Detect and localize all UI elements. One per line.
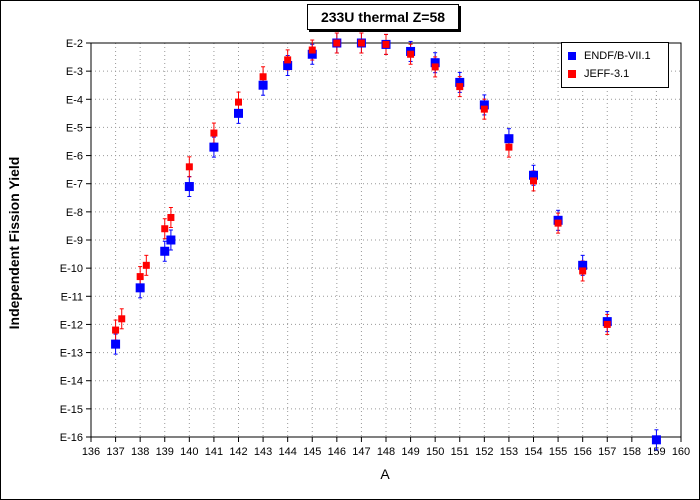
data-point-jeff bbox=[284, 56, 292, 64]
x-tick-label: 138 bbox=[131, 446, 149, 458]
data-point-jeff bbox=[235, 98, 242, 106]
tick-layer: 136 137 138 139 140 141 142 143 144 145 146 147 148 1… bbox=[60, 38, 690, 458]
data-point-endf bbox=[135, 283, 145, 293]
data-point-jeff bbox=[554, 219, 562, 227]
y-tick-label: E-15 bbox=[60, 404, 83, 416]
data-point-endf bbox=[504, 134, 514, 144]
y-tick-label: E-11 bbox=[61, 291, 83, 303]
x-tick-label: 154 bbox=[524, 446, 542, 458]
data-point-jeff bbox=[185, 163, 193, 171]
x-tick-label: 159 bbox=[647, 446, 665, 458]
x-tick-label: 156 bbox=[573, 446, 591, 458]
x-tick-label: 147 bbox=[352, 446, 370, 458]
data-point-endf bbox=[479, 100, 489, 110]
data-point-jeff bbox=[308, 46, 316, 54]
x-tick-label: 152 bbox=[475, 446, 493, 458]
y-tick-label: E-16 bbox=[60, 432, 83, 444]
y-tick-label: E-4 bbox=[66, 94, 83, 106]
data-point-endf bbox=[184, 182, 194, 192]
legend-entry-endf: ENDF/B-VII.1 bbox=[568, 49, 651, 63]
y-tick-label: E-13 bbox=[60, 348, 83, 360]
data-point-endf bbox=[455, 77, 465, 87]
x-tick-label: 136 bbox=[82, 446, 100, 458]
x-tick-label: 150 bbox=[426, 446, 444, 458]
x-tick-label: 158 bbox=[623, 446, 641, 458]
x-tick-label: 141 bbox=[205, 446, 223, 458]
y-tick-label: E-5 bbox=[66, 122, 83, 134]
data-point-jeff bbox=[431, 63, 439, 71]
data-point-jeff bbox=[161, 225, 169, 233]
data-point-jeff bbox=[118, 315, 126, 323]
x-tick-label: 153 bbox=[500, 446, 518, 458]
data-point-endf bbox=[283, 61, 293, 71]
x-tick-label: 146 bbox=[328, 446, 346, 458]
x-tick-label: 160 bbox=[672, 446, 690, 458]
data-point-jeff bbox=[259, 73, 267, 81]
data-point-jeff bbox=[456, 83, 464, 91]
y-tick-label: E-2 bbox=[66, 38, 83, 50]
x-tick-label: 155 bbox=[549, 446, 567, 458]
grid-layer bbox=[91, 43, 681, 438]
x-tick-label: 148 bbox=[377, 446, 395, 458]
legend-marker-endf bbox=[568, 52, 576, 61]
data-point-jeff bbox=[167, 213, 175, 221]
data-point-jeff bbox=[407, 50, 415, 58]
y-tick-label: E-3 bbox=[66, 66, 83, 78]
data-point-jeff bbox=[530, 177, 537, 185]
chart-title: 233U thermal Z=58 bbox=[307, 4, 459, 30]
x-tick-label: 144 bbox=[278, 446, 296, 458]
data-point-jeff bbox=[480, 105, 488, 113]
legend-label-endf: ENDF/B-VII.1 bbox=[584, 50, 651, 62]
data-point-endf bbox=[529, 170, 538, 180]
data-point-endf bbox=[111, 339, 121, 349]
data-point-jeff bbox=[382, 40, 390, 48]
marker-layer bbox=[111, 38, 661, 445]
x-axis-label: A bbox=[380, 466, 390, 482]
x-tick-label: 137 bbox=[106, 446, 124, 458]
y-tick-label: E-12 bbox=[60, 319, 83, 331]
legend-entry-jeff: JEFF-3.1 bbox=[568, 67, 629, 81]
data-point-jeff bbox=[603, 320, 611, 328]
data-point-jeff bbox=[333, 39, 341, 47]
data-point-endf bbox=[258, 80, 268, 90]
y-tick-label: E-7 bbox=[66, 179, 83, 191]
y-tick-label: E-8 bbox=[66, 207, 83, 219]
data-point-endf bbox=[160, 246, 170, 256]
data-point-endf bbox=[578, 260, 588, 270]
data-point-jeff bbox=[112, 326, 120, 334]
legend-label-jeff: JEFF-3.1 bbox=[584, 68, 630, 80]
data-point-endf bbox=[234, 108, 243, 118]
data-point-jeff bbox=[210, 129, 218, 137]
legend-marker-jeff bbox=[568, 70, 576, 79]
y-tick-label: E-10 bbox=[60, 263, 83, 275]
data-point-endf bbox=[166, 235, 176, 245]
data-point-endf bbox=[307, 49, 317, 59]
y-tick-label: E-9 bbox=[66, 235, 83, 247]
x-tick-label: 143 bbox=[254, 446, 272, 458]
data-point-jeff bbox=[505, 143, 513, 151]
y-tick-label: E-6 bbox=[66, 151, 83, 163]
data-point-jeff bbox=[142, 261, 150, 269]
x-tick-label: 139 bbox=[156, 446, 174, 458]
data-point-jeff bbox=[357, 39, 365, 47]
x-tick-label: 142 bbox=[229, 446, 247, 458]
legend: ENDF/B-VII.1 JEFF-3.1 bbox=[561, 42, 669, 88]
y-tick-label: E-14 bbox=[60, 376, 83, 388]
x-tick-label: 140 bbox=[180, 446, 198, 458]
x-tick-label: 145 bbox=[303, 446, 321, 458]
data-point-endf bbox=[651, 435, 661, 445]
data-point-endf bbox=[430, 58, 440, 68]
data-point-jeff bbox=[579, 267, 587, 275]
x-tick-label: 149 bbox=[401, 446, 419, 458]
x-tick-label: 151 bbox=[451, 446, 469, 458]
data-point-endf bbox=[209, 142, 219, 152]
x-tick-label: 157 bbox=[598, 446, 616, 458]
data-point-jeff bbox=[136, 273, 144, 281]
